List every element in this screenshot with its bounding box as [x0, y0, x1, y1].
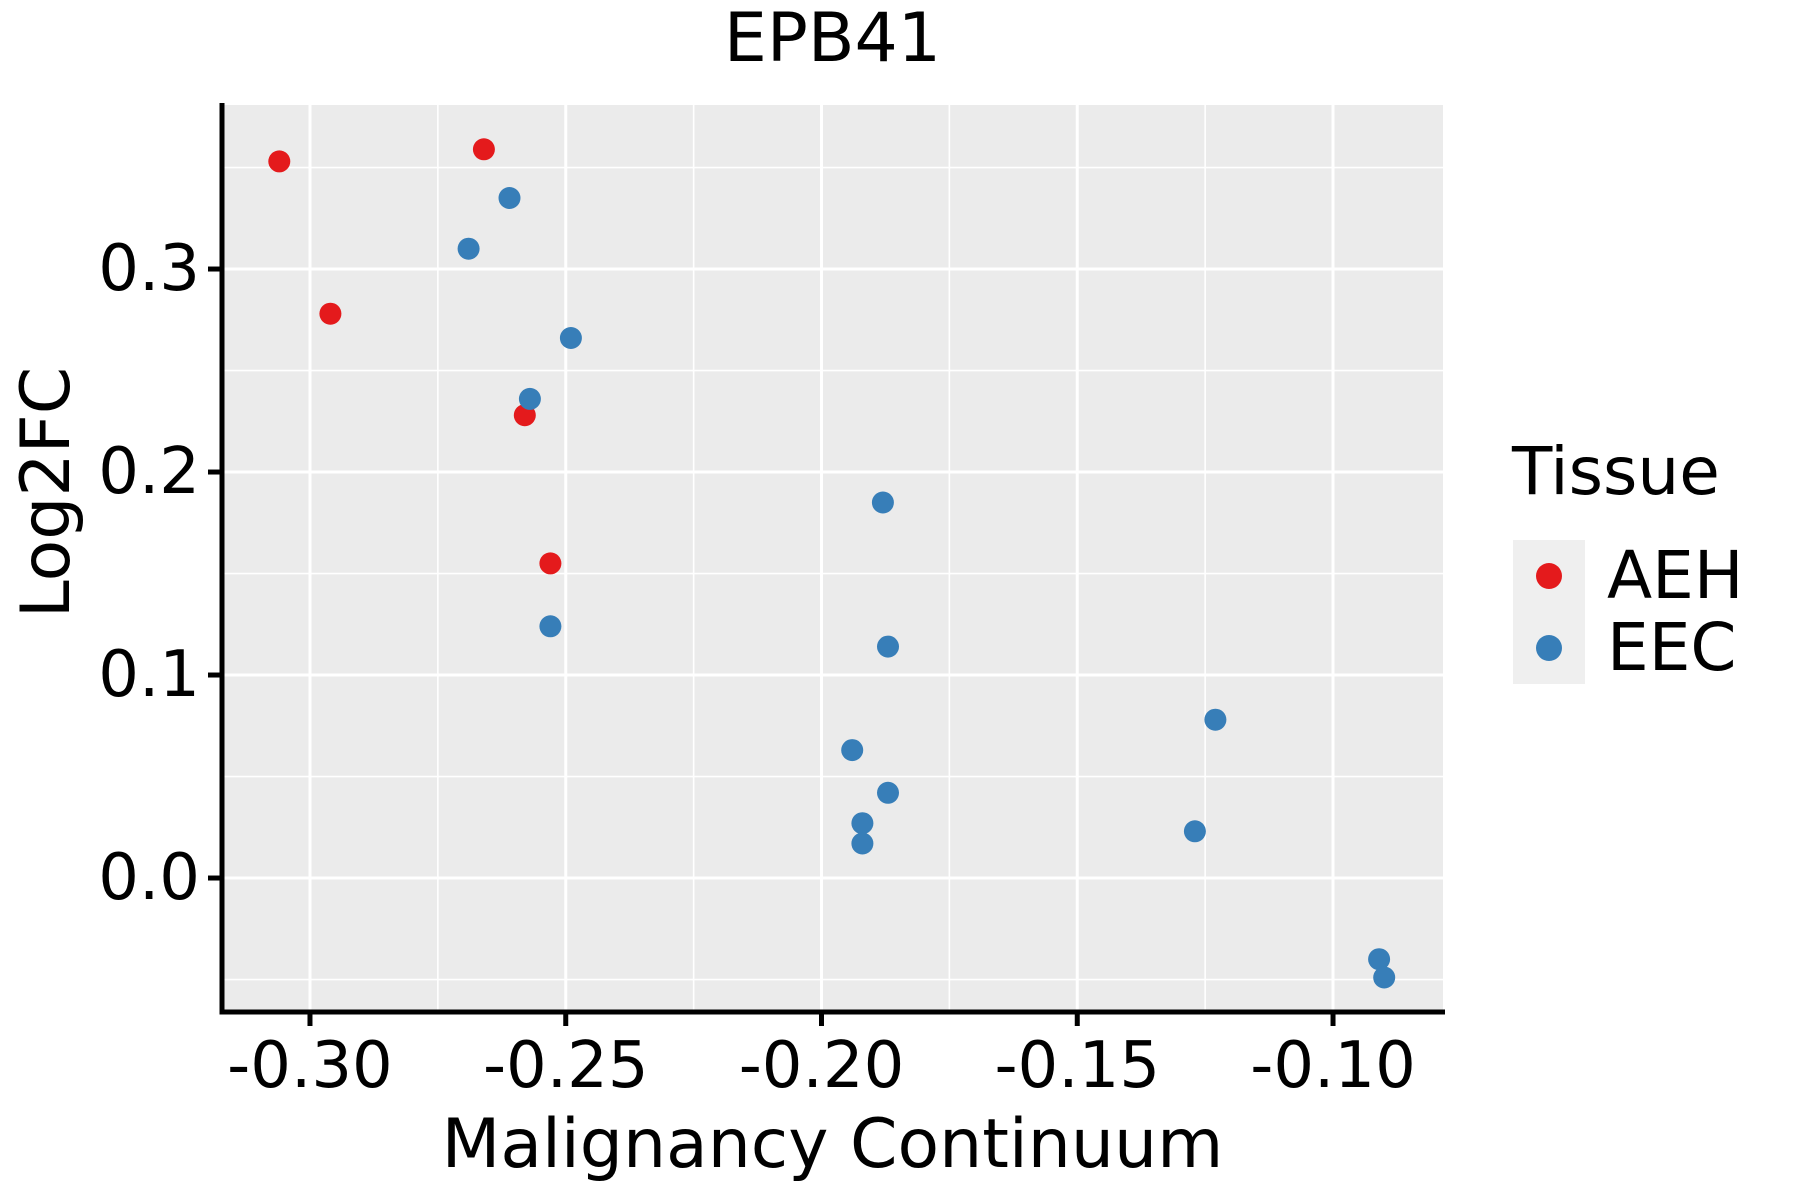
data-point-eec [877, 635, 899, 658]
legend-item-eec: EEC [1513, 612, 1737, 684]
eec-marker-icon [1536, 635, 1562, 661]
data-point-eec [1204, 708, 1227, 731]
data-point-eec [559, 327, 582, 349]
data-point-eec [851, 812, 874, 835]
data-point-eec [871, 491, 894, 514]
data-point-eec [841, 739, 864, 762]
x-tick-label: -0.15 [994, 1029, 1161, 1103]
y-axis-label: Log2FC [7, 366, 87, 619]
legend-item-aeh: AEH [1513, 540, 1743, 612]
legend-key-aeh [1513, 540, 1585, 612]
aeh-marker-icon [1536, 563, 1562, 589]
data-point-eec [1183, 820, 1206, 843]
data-point-eec [877, 781, 899, 804]
data-point-aeh [268, 150, 291, 173]
x-tick-label: -0.30 [227, 1029, 393, 1103]
y-tick-label: 0.1 [98, 638, 200, 713]
data-point-eec [518, 387, 541, 410]
legend-label-aeh: AEH [1607, 537, 1744, 614]
data-point-eec [1373, 966, 1396, 989]
x-axis-label: Malignancy Continuum [441, 1105, 1224, 1184]
data-point-eec [457, 237, 480, 260]
y-tick-label: 0.3 [98, 232, 200, 307]
x-tick-label: -0.20 [738, 1029, 905, 1103]
x-tick-label: -0.25 [482, 1029, 649, 1103]
y-tick-label: 0.2 [98, 435, 200, 510]
plot-title: EPB41 [723, 0, 942, 78]
data-point-aeh [319, 302, 342, 325]
data-point-eec [851, 832, 874, 855]
plot-panel [222, 105, 1443, 1012]
legend-label-eec: EEC [1607, 609, 1737, 686]
data-point-aeh [539, 552, 562, 575]
data-point-aeh [472, 138, 495, 161]
data-point-eec [1368, 948, 1391, 971]
data-point-eec [539, 615, 562, 638]
legend-title: Tissue [1512, 433, 1720, 510]
data-point-eec [498, 187, 521, 209]
legend-key-eec [1513, 612, 1585, 684]
x-tick-label: -0.10 [1250, 1029, 1416, 1103]
y-tick-label: 0.0 [98, 841, 200, 916]
